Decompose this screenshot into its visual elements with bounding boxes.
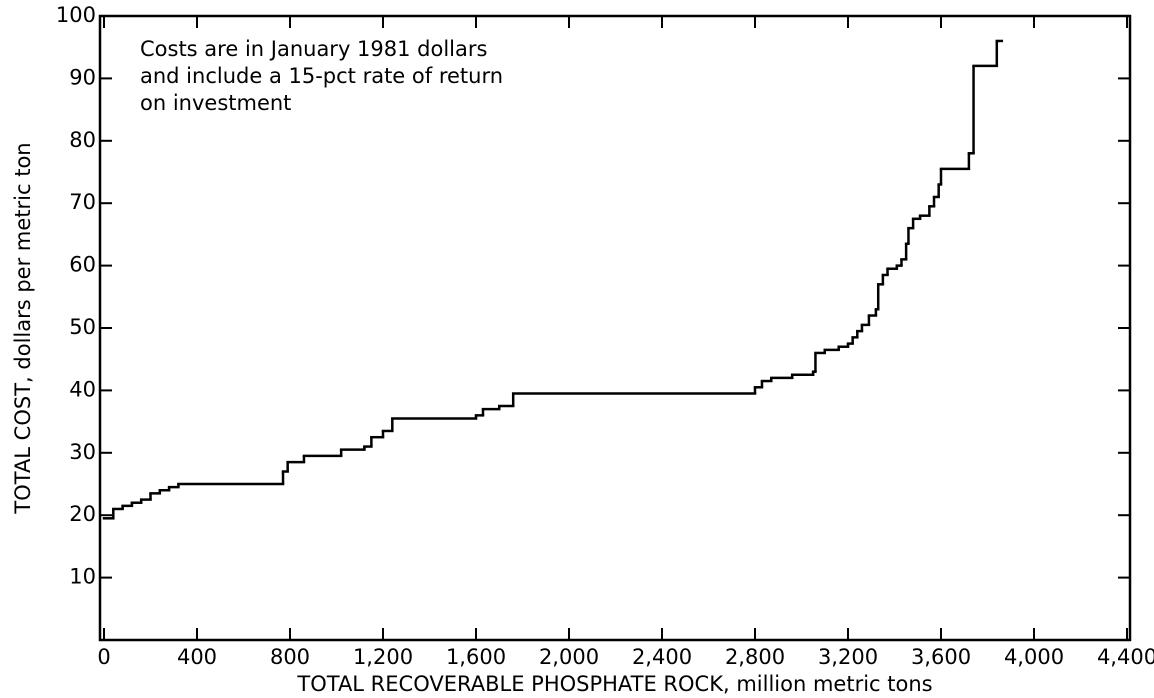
y-tick-label: 40: [69, 377, 96, 401]
x-tick-label: 0: [97, 645, 110, 669]
annotation: Costs are in January 1981 dollars: [140, 37, 487, 61]
annotation: on investment: [140, 91, 291, 115]
x-tick-label: 1,200: [353, 645, 413, 669]
x-tick-label: 800: [270, 645, 310, 669]
y-tick-label: 90: [69, 65, 96, 89]
x-tick-label: 3,600: [911, 645, 971, 669]
y-tick-label: 50: [69, 315, 96, 339]
y-tick-label: 80: [69, 128, 96, 152]
x-tick-label: 2,400: [632, 645, 692, 669]
x-axis-label: TOTAL RECOVERABLE PHOSPHATE ROCK, millio…: [296, 672, 932, 696]
x-tick-label: 1,600: [446, 645, 506, 669]
x-tick-label: 4,400: [1097, 645, 1154, 669]
x-tick-label: 4,000: [1004, 645, 1064, 669]
y-tick-label: 30: [69, 440, 96, 464]
y-tick-label: 70: [69, 190, 96, 214]
y-tick-label: 20: [69, 502, 96, 526]
y-tick-label: 60: [69, 253, 96, 277]
x-tick-label: 2,800: [725, 645, 785, 669]
x-tick-label: 400: [177, 645, 217, 669]
y-tick-label: 100: [56, 3, 96, 27]
y-tick-label: 10: [69, 565, 96, 589]
annotation: and include a 15-pct rate of return: [140, 64, 503, 88]
x-tick-label: 3,200: [818, 645, 878, 669]
y-axis-label: TOTAL COST, dollars per metric ton: [11, 142, 35, 514]
x-tick-label: 2,000: [539, 645, 599, 669]
